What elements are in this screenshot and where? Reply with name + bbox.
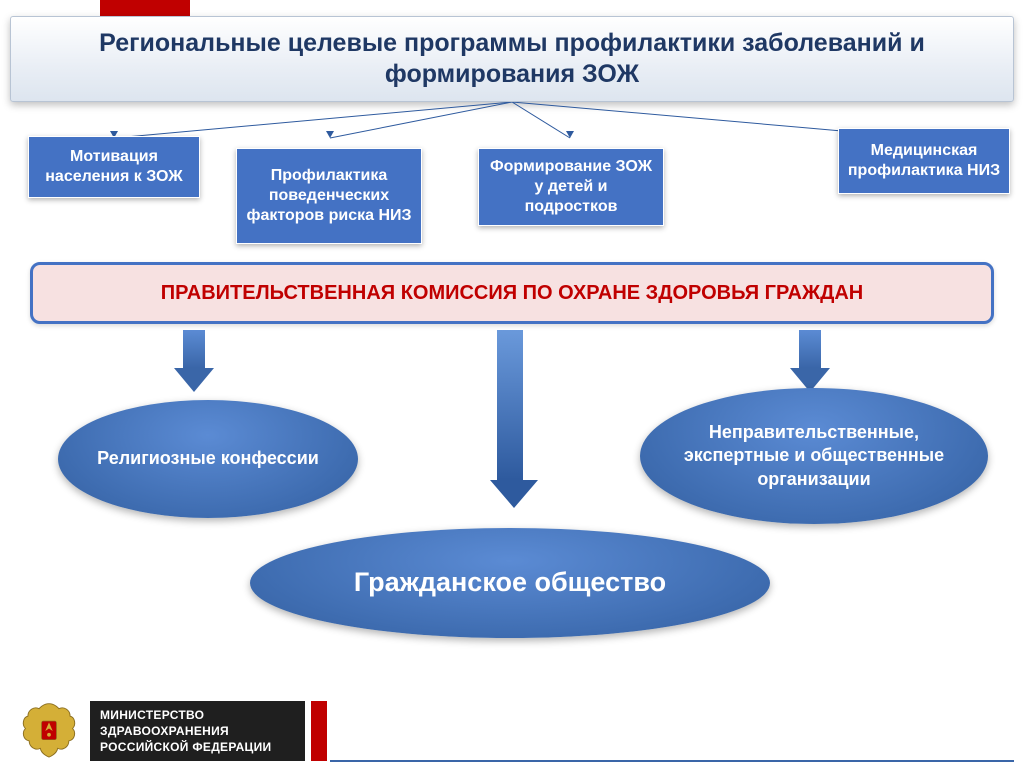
- footer-red-strip: [311, 701, 327, 761]
- ministry-line1: МИНИСТЕРСТВО: [100, 707, 305, 723]
- arrow-down-small-1: [790, 330, 830, 392]
- ellipse-2: Гражданское общество: [250, 528, 770, 638]
- ellipse-1: Неправительственные, экспертные и общест…: [640, 388, 988, 524]
- arrow-down-small-0: [174, 330, 214, 392]
- header-red-tab: [100, 0, 190, 16]
- sub-box-3: Медицинская профилактика НИЗ: [838, 128, 1010, 194]
- commission-box: ПРАВИТЕЛЬСТВЕННАЯ КОМИССИЯ ПО ОХРАНЕ ЗДО…: [30, 262, 994, 324]
- sub-box-2: Формирование ЗОЖ у детей и подростков: [478, 148, 664, 226]
- ellipse-0: Религиозные конфессии: [58, 400, 358, 518]
- ministry-line2: ЗДРАВООХРАНЕНИЯ: [100, 723, 305, 739]
- ministry-line3: РОССИЙСКОЙ ФЕДЕРАЦИИ: [100, 739, 305, 755]
- sub-box-0: Мотивация населения к ЗОЖ: [28, 136, 200, 198]
- arrow-down-big: [490, 330, 530, 508]
- sub-box-1: Профилактика поведенческих факторов риск…: [236, 148, 422, 244]
- ministry-label: МИНИСТЕРСТВО ЗДРАВООХРАНЕНИЯ РОССИЙСКОЙ …: [90, 701, 305, 761]
- footer-underline: [330, 760, 1014, 762]
- title-box: Региональные целевые программы профилакт…: [10, 16, 1014, 102]
- rf-emblem-icon: [18, 700, 80, 762]
- footer: МИНИСТЕРСТВО ЗДРАВООХРАНЕНИЯ РОССИЙСКОЙ …: [0, 694, 1024, 768]
